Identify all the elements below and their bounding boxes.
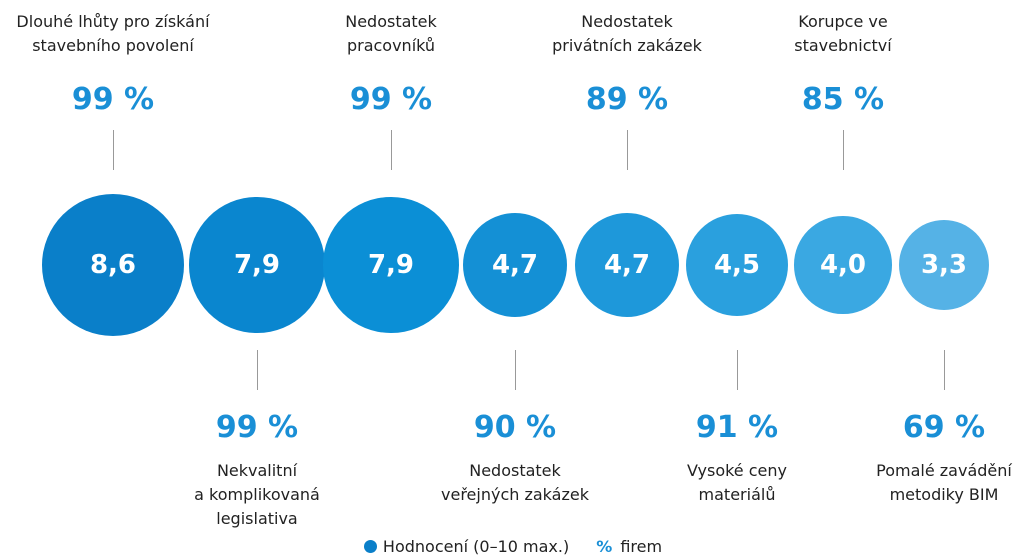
bubble: 4,7 xyxy=(462,212,568,318)
bubble: 7,9 xyxy=(323,197,459,333)
percent-label: 89 % xyxy=(585,82,669,117)
bubble: 8,6 xyxy=(41,193,185,337)
percent-label: 99 % xyxy=(349,82,433,117)
category-label: Nedostatek veřejných zakázek xyxy=(441,461,589,504)
category-label: Dlouhé lhůty pro získání stavebního povo… xyxy=(16,12,210,55)
bubble: 7,9 xyxy=(189,197,325,333)
bubble: 4,5 xyxy=(685,213,789,317)
bubble: 4,0 xyxy=(794,216,892,314)
connector xyxy=(515,350,516,390)
connector xyxy=(843,130,844,170)
percent-label: 90 % xyxy=(473,410,557,445)
category-label: Vysoké ceny materiálů xyxy=(687,461,787,504)
category-label: Korupce ve stavebnictví xyxy=(794,12,892,55)
percent-label: 85 % xyxy=(801,82,885,117)
percent-label: 99 % xyxy=(215,410,299,445)
legend-rating: Hodnocení (0–10 max.) xyxy=(382,537,570,556)
connector xyxy=(627,130,628,170)
category-label: Nedostatek privátních zakázek xyxy=(552,12,702,55)
category-label: Nedostatek pracovníků xyxy=(345,12,437,55)
percent-label: 69 % xyxy=(902,410,986,445)
connector xyxy=(737,350,738,390)
category-label: Pomalé zavádění metodiky BIM xyxy=(876,461,1012,504)
connector xyxy=(944,350,945,390)
legend-dot xyxy=(363,540,377,553)
percent-label: 99 % xyxy=(71,82,155,117)
legend: Hodnocení (0–10 max.) % firem xyxy=(0,536,1026,556)
category-label: Nekvalitní a komplikovaná legislativa xyxy=(194,461,320,528)
percent-label: 91 % xyxy=(695,410,779,445)
connector xyxy=(391,130,392,170)
bubble: 4,7 xyxy=(574,212,680,318)
legend-percent-text: firem xyxy=(620,537,663,556)
connector xyxy=(257,350,258,390)
legend-percent-symbol: % xyxy=(596,537,613,556)
connector xyxy=(113,130,114,170)
bubble: 3,3 xyxy=(898,219,990,311)
